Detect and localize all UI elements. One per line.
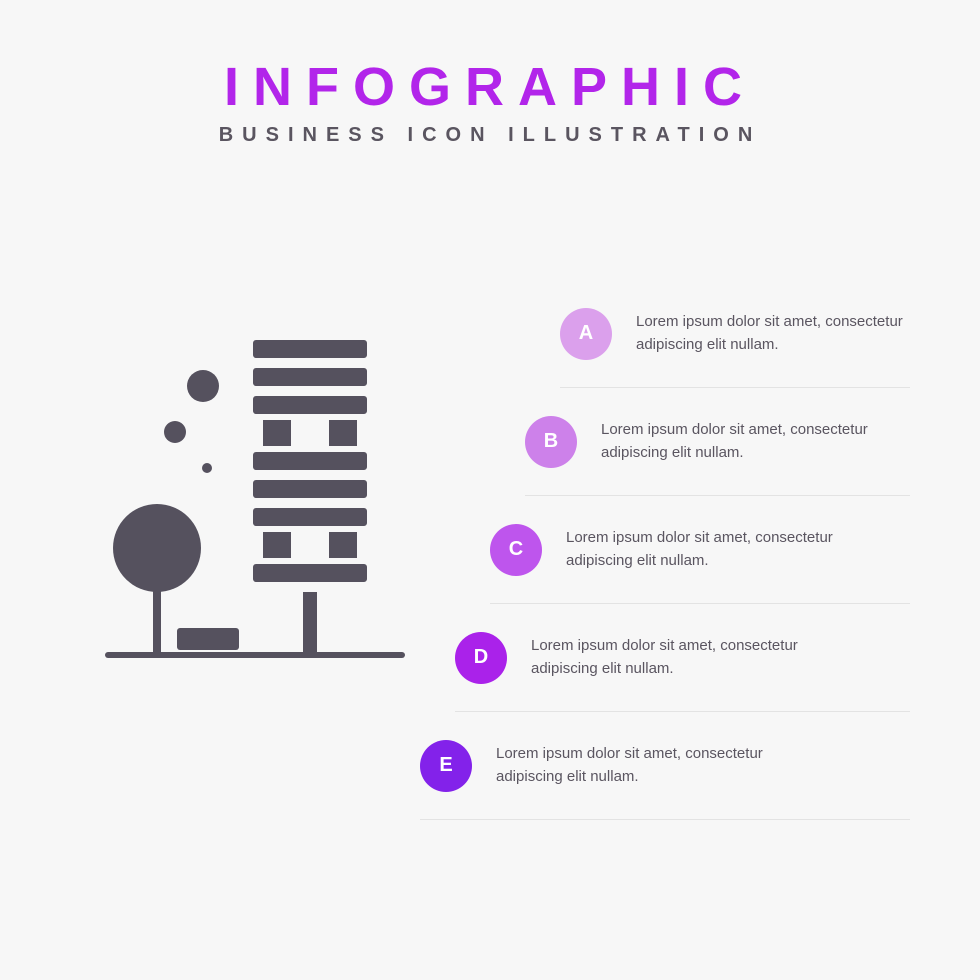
item-text: Lorem ipsum dolor sit amet, consectetur … (531, 635, 831, 680)
item-text: Lorem ipsum dolor sit amet, consectetur … (601, 419, 901, 464)
badge-a: A (560, 308, 612, 360)
item-text: Lorem ipsum dolor sit amet, consectetur … (496, 743, 796, 788)
list-item: D Lorem ipsum dolor sit amet, consectetu… (455, 604, 910, 712)
option-list: A Lorem ipsum dolor sit amet, consectetu… (420, 280, 980, 820)
badge-c: C (490, 524, 542, 576)
list-item: B Lorem ipsum dolor sit amet, consectetu… (525, 388, 910, 496)
building-tree-icon (105, 340, 405, 660)
main-icon-wrap (0, 280, 420, 660)
list-item: C Lorem ipsum dolor sit amet, consectetu… (490, 496, 910, 604)
badge-d: D (455, 632, 507, 684)
content-row: A Lorem ipsum dolor sit amet, consectetu… (0, 280, 980, 820)
badge-b: B (525, 416, 577, 468)
item-text: Lorem ipsum dolor sit amet, consectetur … (636, 311, 910, 356)
header: INFOGRAPHIC BUSINESS ICON ILLUSTRATION (0, 0, 980, 147)
item-text: Lorem ipsum dolor sit amet, consectetur … (566, 527, 866, 572)
badge-e: E (420, 740, 472, 792)
page-subtitle: BUSINESS ICON ILLUSTRATION (0, 124, 980, 147)
page-title: INFOGRAPHIC (0, 56, 980, 118)
list-item: E Lorem ipsum dolor sit amet, consectetu… (420, 712, 910, 820)
list-item: A Lorem ipsum dolor sit amet, consectetu… (560, 280, 910, 388)
